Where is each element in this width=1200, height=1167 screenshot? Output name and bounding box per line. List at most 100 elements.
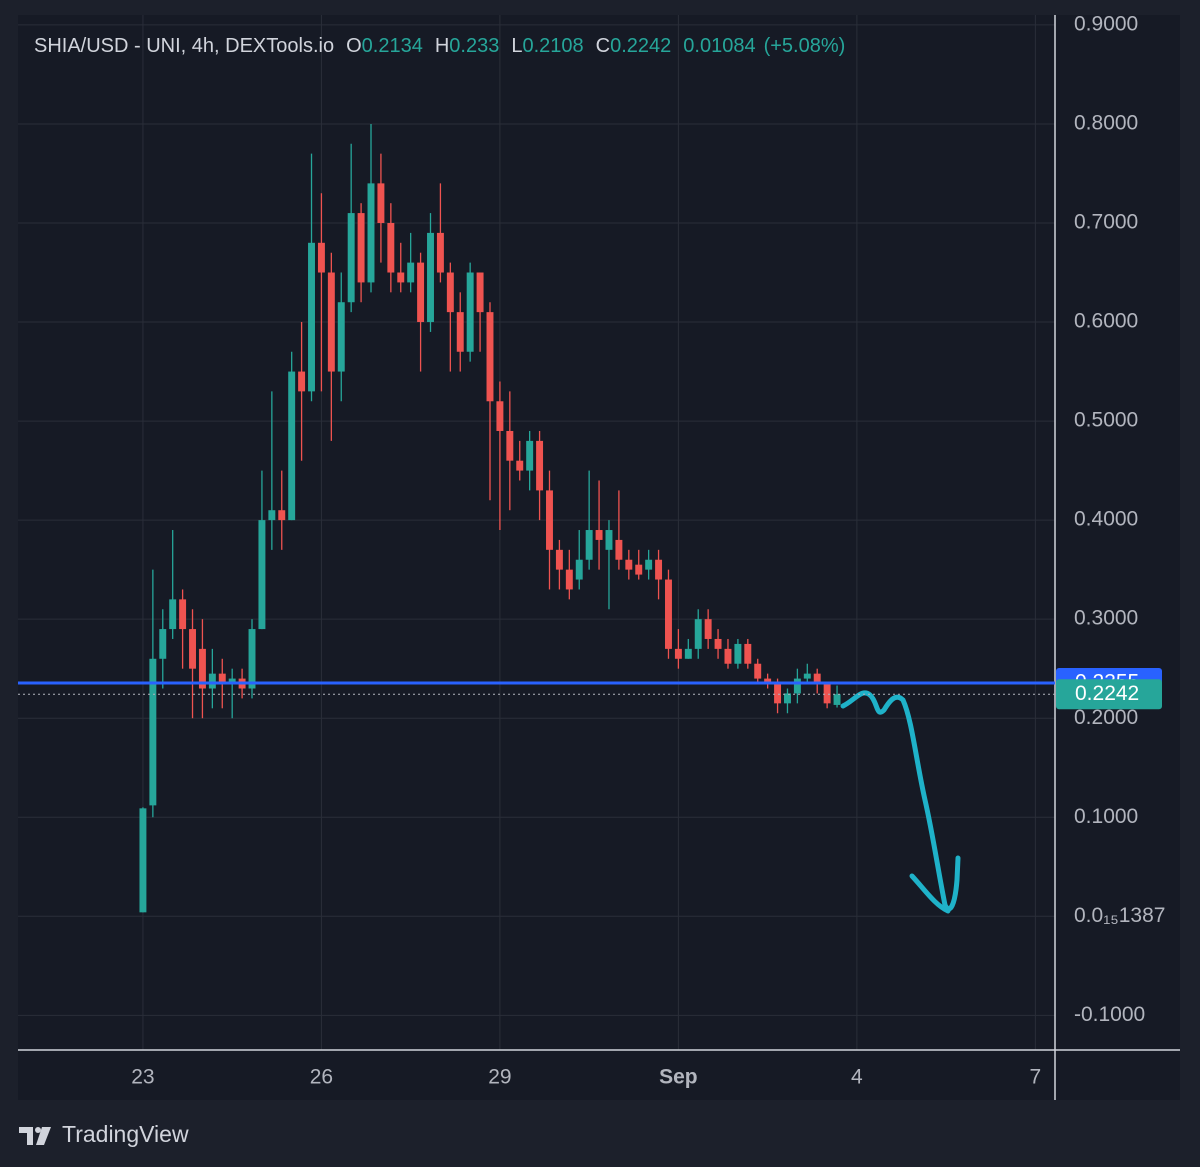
candle-body bbox=[565, 569, 573, 590]
y-tick-label: 0.2000 bbox=[1074, 706, 1138, 729]
low-value: 0.2108 bbox=[522, 35, 583, 57]
candle-body bbox=[248, 629, 256, 689]
y-tick-label: 0.8000 bbox=[1074, 111, 1138, 134]
candle-body bbox=[198, 648, 206, 689]
candle-body bbox=[367, 183, 375, 283]
candle-body bbox=[684, 648, 692, 659]
candle-body bbox=[139, 808, 147, 913]
chart-legend: SHIA/USD - UNI, 4h, DEXTools.io O0.2134 H0… bbox=[34, 35, 845, 57]
candle-body bbox=[327, 272, 335, 372]
x-tick-label: 29 bbox=[488, 1066, 511, 1089]
candle-body bbox=[377, 183, 385, 223]
candle-body bbox=[833, 694, 841, 705]
candle-body bbox=[169, 599, 177, 630]
candle-body bbox=[754, 663, 762, 679]
candle-body bbox=[555, 549, 563, 570]
candle-body bbox=[427, 232, 434, 323]
close-label: C bbox=[596, 35, 610, 57]
y-tick-label: 0.4000 bbox=[1074, 508, 1138, 531]
brand: TradingView bbox=[62, 1121, 189, 1147]
y-tick-label: 0.9000 bbox=[1074, 12, 1138, 35]
candle-body bbox=[793, 678, 801, 694]
candle-body bbox=[417, 262, 425, 323]
candle-body bbox=[357, 213, 365, 283]
candle-body bbox=[724, 648, 732, 664]
y-tick-label: 0.3000 bbox=[1074, 607, 1138, 630]
candle-body bbox=[456, 312, 464, 352]
candle-body bbox=[189, 629, 196, 669]
y-tick-label: 0.1000 bbox=[1074, 805, 1138, 828]
candle-body bbox=[179, 599, 187, 630]
candle-body bbox=[655, 559, 663, 580]
candle-body bbox=[228, 678, 236, 684]
candle-body bbox=[337, 302, 345, 372]
candle-body bbox=[783, 693, 791, 704]
candle-body bbox=[605, 530, 613, 550]
candle-body bbox=[258, 520, 266, 630]
candle-body bbox=[317, 242, 325, 273]
candle-body bbox=[536, 440, 544, 491]
candle-body bbox=[436, 232, 444, 273]
candle-body bbox=[506, 430, 514, 461]
candle-body bbox=[298, 371, 306, 392]
y-tick-label: 0.0₁₅1387 bbox=[1074, 904, 1165, 927]
candle-body bbox=[546, 490, 553, 550]
candle-body bbox=[496, 401, 504, 431]
candle-body bbox=[585, 530, 593, 560]
candle-body bbox=[476, 272, 484, 313]
candle-body bbox=[595, 530, 603, 540]
candle-body bbox=[407, 262, 415, 283]
x-tick-label: 4 bbox=[851, 1066, 863, 1089]
candle-body bbox=[625, 559, 633, 570]
candle-body bbox=[466, 272, 474, 352]
last-price-tag bbox=[1056, 679, 1162, 710]
candle-body bbox=[823, 683, 831, 704]
candle-body bbox=[526, 440, 534, 471]
candle-body bbox=[774, 683, 782, 704]
candle-body bbox=[764, 678, 772, 684]
change-pct: (+5.08%) bbox=[764, 35, 846, 57]
candle-body bbox=[278, 510, 286, 521]
brand-logo bbox=[19, 1127, 51, 1145]
candle-body bbox=[694, 619, 702, 649]
candle-body bbox=[446, 272, 454, 313]
grid bbox=[18, 15, 1055, 1050]
candle-body bbox=[714, 638, 722, 649]
candle-body bbox=[288, 371, 296, 521]
candle-body bbox=[635, 564, 643, 575]
y-tick-label: 0.7000 bbox=[1074, 211, 1138, 234]
candle-body bbox=[704, 619, 712, 639]
candle-body bbox=[397, 272, 405, 283]
high-value: 0.233 bbox=[449, 35, 499, 57]
x-tick-label: 26 bbox=[310, 1066, 333, 1089]
candle-body bbox=[615, 539, 623, 560]
candle-body bbox=[149, 658, 157, 806]
y-tick-label: 0.6000 bbox=[1074, 310, 1138, 333]
x-tick-label: 7 bbox=[1030, 1066, 1042, 1089]
candle-body bbox=[803, 673, 811, 679]
close-value: 0.2242 bbox=[610, 35, 671, 57]
candle-body bbox=[575, 559, 583, 580]
candle-body bbox=[387, 222, 395, 273]
candle-body bbox=[734, 643, 742, 664]
x-tick-label: 23 bbox=[131, 1066, 154, 1089]
x-tick-label: Sep bbox=[659, 1066, 698, 1089]
candle-body bbox=[208, 673, 216, 689]
y-tick-label: 0.5000 bbox=[1074, 409, 1138, 432]
last-price-label: 0.2242 bbox=[1075, 682, 1139, 705]
symbol: SHIA/USD - UNI, 4h, DEXTools.io bbox=[34, 35, 334, 57]
candle-body bbox=[665, 579, 672, 649]
candle-body bbox=[486, 312, 494, 402]
candle-body bbox=[308, 242, 315, 392]
candle-body bbox=[516, 460, 524, 471]
high-label: H bbox=[435, 35, 449, 57]
change: 0.01084 bbox=[683, 35, 755, 57]
candle-body bbox=[268, 510, 276, 521]
candle-body bbox=[218, 673, 226, 684]
y-tick-label: -0.1000 bbox=[1074, 1003, 1145, 1026]
forecast-arrow bbox=[840, 690, 961, 914]
candle-body bbox=[674, 648, 682, 659]
candle-body bbox=[813, 673, 821, 684]
candle-body bbox=[159, 629, 167, 659]
